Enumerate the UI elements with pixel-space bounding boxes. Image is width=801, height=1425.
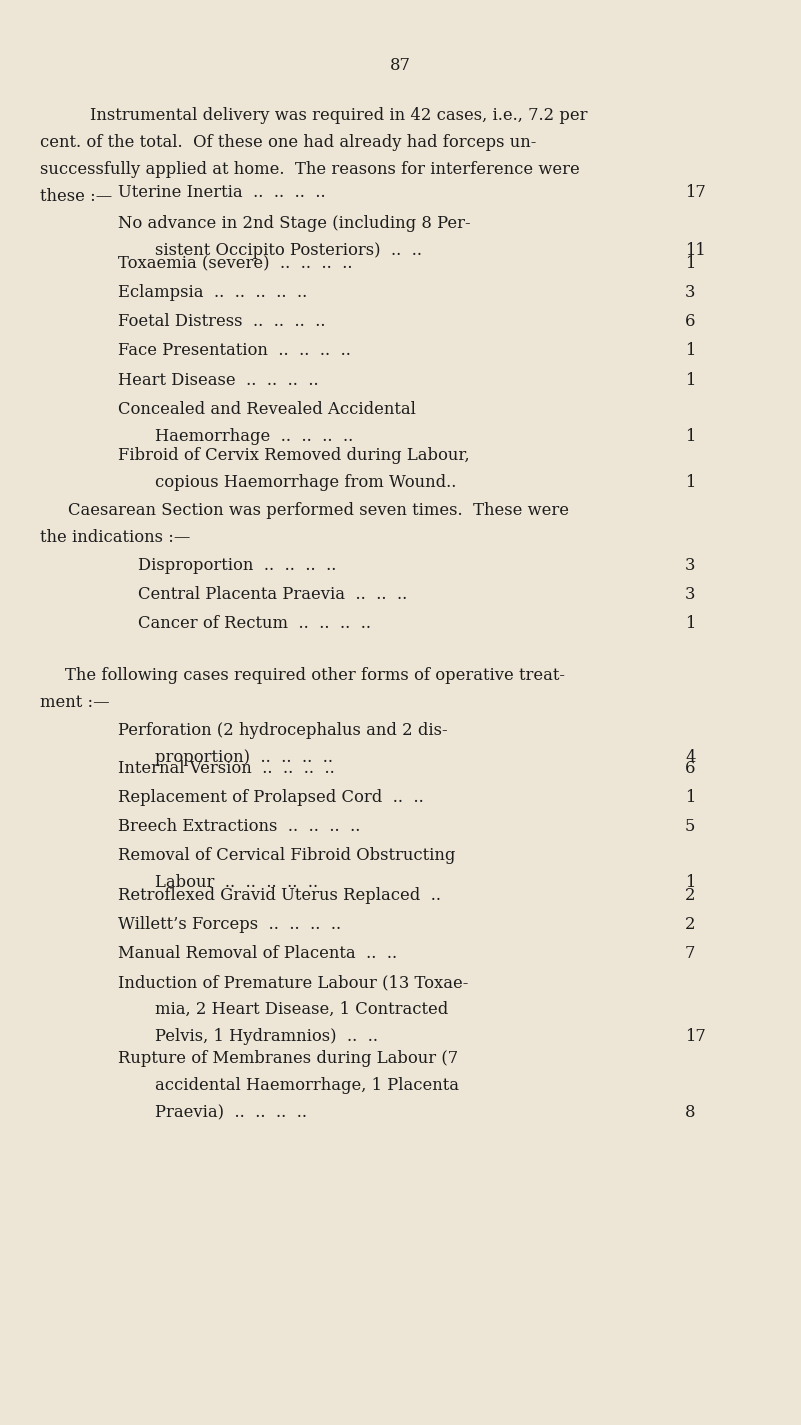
- Text: Perforation (2 hydrocephalus and 2 dis-: Perforation (2 hydrocephalus and 2 dis-: [118, 722, 448, 740]
- Text: Pelvis, 1 Hydramnios)  ..  ..: Pelvis, 1 Hydramnios) .. ..: [155, 1029, 378, 1045]
- Text: Replacement of Prolapsed Cord  ..  ..: Replacement of Prolapsed Cord .. ..: [118, 789, 424, 807]
- Text: proportion)  ..  ..  ..  ..: proportion) .. .. .. ..: [155, 750, 333, 767]
- Text: 1: 1: [685, 789, 695, 807]
- Text: Eclampsia  ..  ..  ..  ..  ..: Eclampsia .. .. .. .. ..: [118, 284, 308, 301]
- Text: Breech Extractions  ..  ..  ..  ..: Breech Extractions .. .. .. ..: [118, 818, 360, 835]
- Text: 1: 1: [685, 428, 695, 445]
- Text: Instrumental delivery was required in 42 cases, i.e., 7.2 per: Instrumental delivery was required in 42…: [90, 107, 587, 124]
- Text: 3: 3: [685, 557, 695, 574]
- Text: Concealed and Revealed Accidental: Concealed and Revealed Accidental: [118, 400, 416, 418]
- Text: Removal of Cervical Fibroid Obstructing: Removal of Cervical Fibroid Obstructing: [118, 846, 456, 864]
- Text: 4: 4: [685, 750, 695, 767]
- Text: sistent Occipito Posteriors)  ..  ..: sistent Occipito Posteriors) .. ..: [155, 242, 422, 259]
- Text: accidental Haemorrhage, 1 Placenta: accidental Haemorrhage, 1 Placenta: [155, 1077, 459, 1094]
- Text: these :—: these :—: [40, 188, 112, 205]
- Text: 17: 17: [685, 1029, 706, 1045]
- Text: 17: 17: [685, 184, 706, 201]
- Text: mia, 2 Heart Disease, 1 Contracted: mia, 2 Heart Disease, 1 Contracted: [155, 1002, 449, 1017]
- Text: Caesarean Section was performed seven times.  These were: Caesarean Section was performed seven ti…: [68, 502, 569, 519]
- Text: Face Presentation  ..  ..  ..  ..: Face Presentation .. .. .. ..: [118, 342, 351, 359]
- Text: The following cases required other forms of operative treat-: The following cases required other forms…: [65, 667, 565, 684]
- Text: 6: 6: [685, 760, 695, 777]
- Text: 3: 3: [685, 284, 695, 301]
- Text: Manual Removal of Placenta  ..  ..: Manual Removal of Placenta .. ..: [118, 945, 397, 962]
- Text: Disproportion  ..  ..  ..  ..: Disproportion .. .. .. ..: [138, 557, 336, 574]
- Text: Heart Disease  ..  ..  ..  ..: Heart Disease .. .. .. ..: [118, 372, 319, 389]
- Text: 5: 5: [685, 818, 695, 835]
- Text: Labour  ..  ..  ..  ..  ..: Labour .. .. .. .. ..: [155, 874, 318, 891]
- Text: Internal Version  ..  ..  ..  ..: Internal Version .. .. .. ..: [118, 760, 335, 777]
- Text: Induction of Premature Labour (13 Toxae-: Induction of Premature Labour (13 Toxae-: [118, 975, 469, 990]
- Text: Cancer of Rectum  ..  ..  ..  ..: Cancer of Rectum .. .. .. ..: [138, 616, 371, 633]
- Text: 1: 1: [685, 616, 695, 633]
- Text: Rupture of Membranes during Labour (7: Rupture of Membranes during Labour (7: [118, 1050, 458, 1067]
- Text: 7: 7: [685, 945, 695, 962]
- Text: 2: 2: [685, 916, 695, 933]
- Text: copious Haemorrhage from Wound..: copious Haemorrhage from Wound..: [155, 475, 457, 492]
- Text: successfully applied at home.  The reasons for interference were: successfully applied at home. The reason…: [40, 161, 580, 178]
- Text: 8: 8: [685, 1104, 695, 1121]
- Text: 1: 1: [685, 372, 695, 389]
- Text: Central Placenta Praevia  ..  ..  ..: Central Placenta Praevia .. .. ..: [138, 586, 407, 603]
- Text: Willett’s Forceps  ..  ..  ..  ..: Willett’s Forceps .. .. .. ..: [118, 916, 341, 933]
- Text: 1: 1: [685, 874, 695, 891]
- Text: 1: 1: [685, 342, 695, 359]
- Text: 87: 87: [390, 57, 411, 74]
- Text: 3: 3: [685, 586, 695, 603]
- Text: Uterine Inertia  ..  ..  ..  ..: Uterine Inertia .. .. .. ..: [118, 184, 326, 201]
- Text: cent. of the total.  Of these one had already had forceps un-: cent. of the total. Of these one had alr…: [40, 134, 537, 151]
- Text: No advance in 2nd Stage (including 8 Per-: No advance in 2nd Stage (including 8 Per…: [118, 215, 471, 232]
- Text: Toxaemia (severe)  ..  ..  ..  ..: Toxaemia (severe) .. .. .. ..: [118, 255, 352, 272]
- Text: the indications :—: the indications :—: [40, 529, 191, 546]
- Text: Fibroid of Cervix Removed during Labour,: Fibroid of Cervix Removed during Labour,: [118, 447, 469, 465]
- Text: 1: 1: [685, 255, 695, 272]
- Text: Retroflexed Gravid Uterus Replaced  ..: Retroflexed Gravid Uterus Replaced ..: [118, 886, 441, 903]
- Text: 1: 1: [685, 475, 695, 492]
- Text: Foetal Distress  ..  ..  ..  ..: Foetal Distress .. .. .. ..: [118, 314, 325, 331]
- Text: Praevia)  ..  ..  ..  ..: Praevia) .. .. .. ..: [155, 1104, 307, 1121]
- Text: 11: 11: [685, 242, 706, 259]
- Text: 2: 2: [685, 886, 695, 903]
- Text: ment :—: ment :—: [40, 694, 110, 711]
- Text: 6: 6: [685, 314, 695, 331]
- Text: Haemorrhage  ..  ..  ..  ..: Haemorrhage .. .. .. ..: [155, 428, 353, 445]
